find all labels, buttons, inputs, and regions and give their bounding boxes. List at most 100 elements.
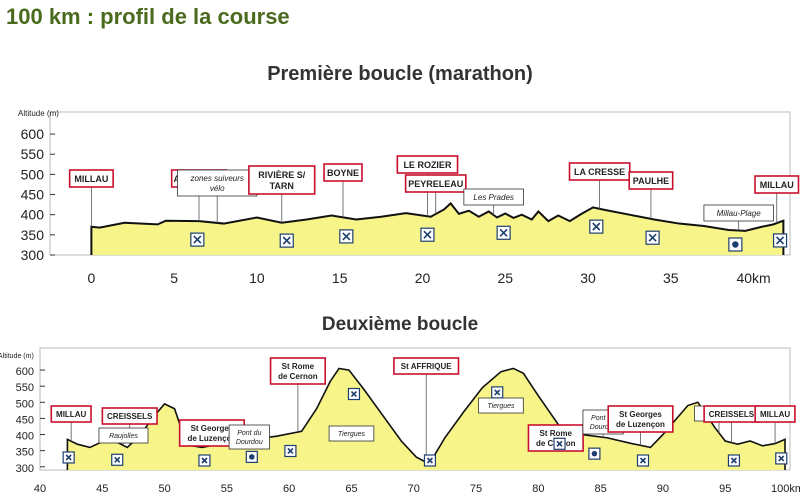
label-text: LE ROZIER [403, 160, 452, 170]
label-box [393, 357, 460, 375]
x-tick-label: 75 [470, 483, 482, 495]
chart-2: Deuxième boucle Altitude (m) 300 350 400 450 5… [0, 314, 800, 495]
label-text: de Luzençon [187, 434, 236, 443]
icon-cross-b [201, 457, 208, 464]
y-axis-label: Altitude (m) [18, 109, 59, 118]
location-label: LA CRESSE [568, 162, 631, 209]
y-tick-label: 350 [21, 227, 45, 243]
location-label: Raujolles [98, 427, 149, 446]
y-tick-label: 350 [16, 447, 34, 459]
icon-cross-b [592, 222, 601, 231]
label-text: CREISSELS [107, 412, 153, 421]
label-text: St Rome [540, 429, 573, 438]
label-box [754, 175, 800, 194]
chart-title: Première boucle (marathon) [267, 63, 533, 85]
x-tick-label: 0 [87, 270, 95, 286]
label-text: MILLAU [760, 180, 794, 190]
icon-cross-b [287, 447, 294, 455]
icon-cross-b [639, 457, 647, 464]
aid-station-icon [491, 386, 504, 399]
x-tick-label: 60 [283, 483, 295, 495]
icon-dot [591, 450, 598, 457]
page-title: 100 km : profil de la course [6, 4, 290, 29]
icon-cross-b [342, 232, 351, 241]
aid-station-icon [284, 444, 297, 458]
label-text: LA CRESSE [574, 167, 625, 177]
shower-icon [588, 447, 601, 460]
x-tick-label: 90 [657, 483, 669, 495]
x-tick-label: 95 [719, 483, 731, 495]
label-text: de Cernon [278, 372, 318, 381]
aid-station-icon [420, 227, 435, 242]
label-text: Raujolles [109, 433, 138, 440]
label-box [328, 425, 375, 442]
elevation-area [91, 203, 784, 255]
label-text: PEYRELEAU [408, 179, 463, 189]
label-text: Dourdou [236, 439, 263, 446]
icon-cross-b [499, 228, 508, 237]
label-text: MILLAU [760, 410, 790, 419]
label-text: PAULHE [633, 176, 669, 186]
aid-station-icon [62, 451, 75, 464]
location-label: Pont du Dourdou [228, 424, 270, 450]
label-text: RIVIÈRE S/ [258, 170, 306, 180]
label-box [248, 165, 316, 195]
label-box [228, 424, 270, 450]
y-tick-label: 400 [16, 431, 34, 443]
location-label: RIVIÈRE S/TARN [248, 165, 316, 223]
label-text: Dourdou [590, 424, 617, 431]
aid-station-icon [589, 219, 604, 234]
label-box [703, 204, 774, 222]
x-tick-label: 65 [345, 483, 357, 495]
x-tick-label: 80 [532, 483, 544, 495]
label-text: St Georges [619, 410, 662, 419]
location-label: St AFFRIQUE [393, 357, 460, 461]
y-tick-label: 450 [21, 187, 45, 203]
label-text: CREISSELS [709, 410, 755, 419]
label-text: zones suiveurs [190, 174, 244, 183]
label-box [607, 405, 674, 433]
x-tick-label: 30 [580, 270, 596, 286]
location-label: LE ROZIER [396, 155, 459, 217]
label-text: Pont du [237, 430, 261, 437]
label-box [323, 163, 363, 182]
aid-station-icon [553, 437, 566, 450]
x-tick-label: 50 [158, 483, 170, 495]
location-label: MILLAU [68, 169, 114, 227]
x-tick-label: 55 [221, 483, 233, 495]
chart-title: Deuxième boucle [322, 314, 478, 335]
chart-1: Première boucle (marathon) Altitude (m) 30… [18, 63, 800, 286]
y-tick-label: 600 [16, 366, 34, 378]
x-tick-label: 40km [736, 270, 770, 286]
y-tick-label: 500 [21, 166, 45, 182]
label-text: MILLAU [56, 410, 86, 419]
shower-icon [728, 237, 743, 252]
icon-cross-b [648, 233, 657, 242]
label-text: Pont du [591, 415, 615, 422]
label-text: St Georges [191, 424, 234, 433]
aid-station-icon [645, 230, 660, 245]
elevation-line [90, 201, 785, 255]
y-tick-label: 300 [21, 247, 45, 263]
icon-cross-b [776, 236, 785, 245]
x-tick-label: 70 [408, 483, 420, 495]
icon-dot [249, 454, 255, 460]
label-text: Tiergues [338, 431, 366, 438]
x-tick-label: 35 [663, 270, 679, 286]
icon-cross-b [350, 390, 358, 398]
label-text: MILLAU [74, 174, 108, 184]
label-box [269, 357, 327, 385]
x-tick-label: 10 [249, 270, 265, 286]
label-text: TARN [270, 181, 294, 191]
label-box [754, 405, 796, 423]
label-box [396, 155, 459, 174]
icon-cross-b [282, 236, 291, 245]
icon-cross-b [730, 457, 738, 464]
aid-station-icon [190, 232, 205, 247]
y-tick-label: 550 [21, 146, 45, 162]
aid-station-icon [347, 387, 361, 401]
label-box [177, 169, 258, 197]
location-label: Tiergues [478, 397, 524, 414]
